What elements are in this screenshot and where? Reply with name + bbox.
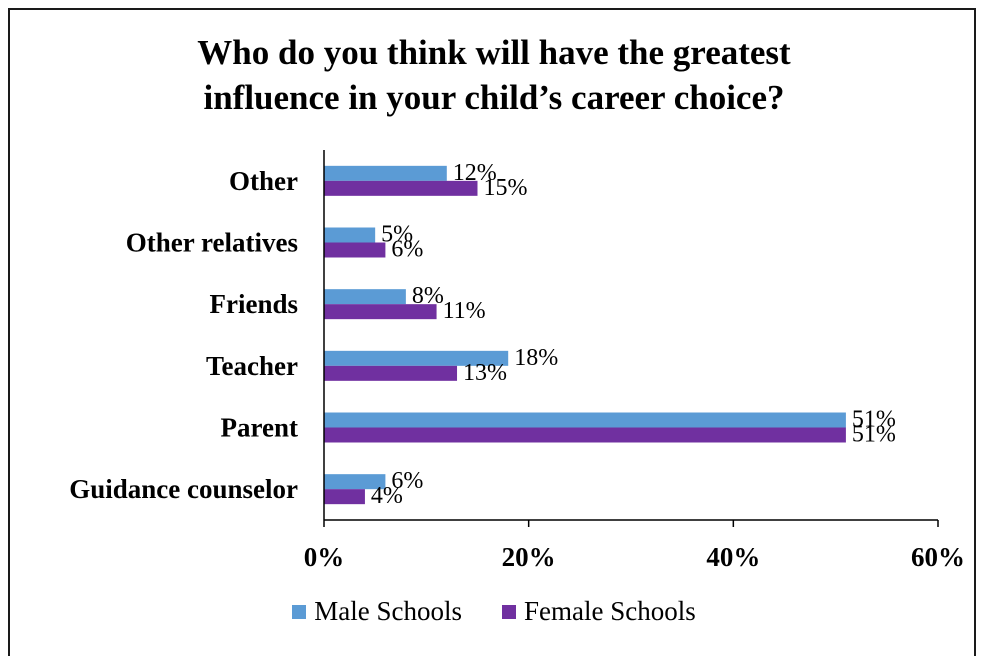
legend-swatch-female: [502, 604, 516, 619]
data-label-female: 51%: [852, 422, 896, 448]
legend-label-male: Male Schools: [314, 596, 462, 626]
legend: Male Schools Female Schools: [0, 596, 988, 627]
bar-female: [324, 180, 478, 196]
bar-male: [324, 289, 406, 305]
legend-item-female: Female Schools: [502, 596, 696, 627]
bar-male: [324, 227, 376, 243]
bar-male: [324, 474, 386, 490]
data-label-male: 51%: [852, 407, 896, 433]
bar-male: [324, 350, 509, 366]
chart-frame: [8, 8, 976, 656]
data-label-female: 13%: [463, 360, 507, 386]
legend-swatch-male: [292, 604, 307, 619]
category-label: Guidance counselor: [69, 474, 298, 504]
x-tick-label: 40%: [706, 542, 760, 572]
bar-female: [324, 365, 458, 381]
x-tick-label: 20%: [502, 542, 556, 572]
category-label: Other: [229, 166, 298, 196]
chart-title-line-1: Who do you think will have the greatest: [197, 33, 791, 72]
x-tick-label: 60%: [911, 542, 965, 572]
data-label-male: 6%: [391, 468, 423, 494]
bar-male: [324, 412, 846, 428]
data-label-male: 18%: [514, 345, 558, 371]
category-label: Other relatives: [126, 228, 298, 258]
bar-male: [324, 165, 447, 181]
bar-female: [324, 304, 437, 320]
bar-female: [324, 427, 846, 443]
bar-female: [324, 242, 386, 258]
data-label-female: 4%: [371, 483, 403, 509]
category-label: Teacher: [206, 351, 298, 381]
bar-female: [324, 489, 365, 505]
category-label: Parent: [221, 413, 298, 443]
legend-item-male: Male Schools: [292, 596, 462, 627]
data-label-male: 5%: [381, 222, 413, 248]
category-label: Friends: [209, 289, 298, 319]
data-label-female: 15%: [484, 175, 528, 201]
x-tick-label: 0%: [304, 542, 345, 572]
data-label-female: 11%: [443, 298, 486, 324]
chart-title-line-2: influence in your child’s career choice?: [203, 78, 785, 117]
chart-title: Who do you think will have the greatest …: [0, 30, 988, 120]
data-label-female: 6%: [391, 237, 423, 263]
legend-label-female: Female Schools: [524, 596, 696, 626]
